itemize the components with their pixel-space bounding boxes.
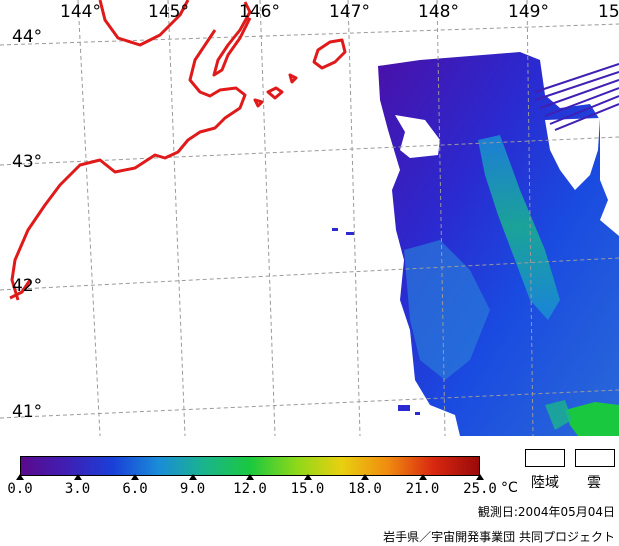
lon-label-150: 15 [598,2,619,22]
colorbar-tick-mark [246,474,254,480]
colorbar-tick-label: 15.0 [290,481,325,497]
lon-label-145: 145° [148,2,189,22]
colorbar-tick-mark [418,474,427,480]
lon-label-146: 146° [239,2,280,22]
colorbar-tick-mark [476,474,484,480]
lon-label-148: 148° [418,2,459,22]
warm-filament [478,135,560,320]
lat-label-43: 43° [12,152,43,172]
sst-specks [332,228,420,415]
coastal-water [404,240,490,380]
cloud-gap [395,115,440,158]
unit-label: °C [501,480,518,496]
colorbar-tick-label: 12.0 [233,481,267,497]
cloud-legend-label: 雲 [587,475,601,491]
warm-patch-edge [545,400,572,430]
cloud-legend-swatch [575,449,615,467]
colorbar-tick-label: 25.0 [463,481,497,497]
cloud-gap-east [545,118,600,190]
lat-label-44: 44° [12,27,43,47]
colorbar-tick-mark [188,474,197,480]
temperature-colorbar [20,456,480,476]
colorbar-tick-mark [303,474,312,480]
lon-label-149: 149° [508,2,549,22]
colorbar-tick-mark [16,474,24,480]
colorbar-tick-label: 18.0 [348,481,382,497]
colorbar-tick-mark [131,474,139,480]
lon-label-144: 144° [60,2,101,22]
lon-label-147: 147° [329,2,370,22]
lat-label-41: 41° [12,402,43,422]
coastline [9,0,347,301]
land-legend-swatch [525,449,565,467]
warm-patch [565,402,619,436]
graticule [0,0,619,436]
colorbar-tick-mark [361,474,369,480]
land-legend-label: 陸域 [531,475,559,491]
colorbar-tick-label: 6.0 [122,481,148,497]
observation-date: 観測日:2004年05月04日 [477,505,615,519]
project-credit: 岩手県／宇宙開発事業団 共同プロジェクト [383,530,615,544]
scan-artifacts [534,63,619,131]
colorbar-tick-mark [73,474,82,480]
colorbar-tick-label: 3.0 [64,481,91,497]
colorbar-tick-label: 0.0 [7,481,33,497]
colorbar-tick-label: 9.0 [179,481,206,497]
colorbar-tick-label: 21.0 [405,481,440,497]
sst-map [0,0,619,436]
lat-label-42: 42° [12,276,43,296]
